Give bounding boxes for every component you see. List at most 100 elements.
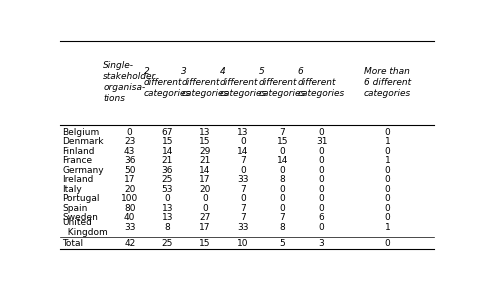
Text: Spain: Spain — [62, 204, 88, 213]
Text: 13: 13 — [161, 213, 173, 222]
Text: 29: 29 — [199, 147, 211, 156]
Text: 53: 53 — [161, 185, 173, 194]
Text: Germany: Germany — [62, 166, 104, 175]
Text: 5
different
categories: 5 different categories — [259, 67, 306, 98]
Text: 17: 17 — [199, 175, 211, 184]
Text: 0: 0 — [202, 194, 208, 203]
Text: Portugal: Portugal — [62, 194, 100, 203]
Text: 0: 0 — [385, 194, 390, 203]
Text: 25: 25 — [162, 239, 173, 248]
Text: 20: 20 — [199, 185, 211, 194]
Text: 0: 0 — [319, 223, 324, 232]
Text: 27: 27 — [199, 213, 211, 222]
Text: 0: 0 — [385, 128, 390, 137]
Text: 13: 13 — [237, 128, 249, 137]
Text: 0: 0 — [385, 213, 390, 222]
Text: 0: 0 — [240, 166, 246, 175]
Text: 25: 25 — [162, 175, 173, 184]
Text: Ireland: Ireland — [62, 175, 94, 184]
Text: 0: 0 — [164, 194, 170, 203]
Text: 40: 40 — [124, 213, 135, 222]
Text: 6
different
categories: 6 different categories — [298, 67, 345, 98]
Text: 0: 0 — [319, 175, 324, 184]
Text: 0: 0 — [319, 147, 324, 156]
Text: 13: 13 — [199, 128, 211, 137]
Text: 3
different
categories: 3 different categories — [181, 67, 228, 98]
Text: 10: 10 — [237, 239, 249, 248]
Text: 15: 15 — [199, 239, 211, 248]
Text: 15: 15 — [161, 137, 173, 146]
Text: 14: 14 — [162, 147, 173, 156]
Text: 15: 15 — [277, 137, 288, 146]
Text: 33: 33 — [237, 175, 249, 184]
Text: 0: 0 — [319, 156, 324, 165]
Text: 4
different
categories: 4 different categories — [219, 67, 267, 98]
Text: 8: 8 — [164, 223, 170, 232]
Text: 36: 36 — [161, 166, 173, 175]
Text: 7: 7 — [280, 128, 285, 137]
Text: 17: 17 — [124, 175, 135, 184]
Text: 21: 21 — [162, 156, 173, 165]
Text: 0: 0 — [280, 194, 285, 203]
Text: Total: Total — [62, 239, 83, 248]
Text: United
  Kingdom: United Kingdom — [62, 218, 108, 237]
Text: 0: 0 — [385, 147, 390, 156]
Text: 14: 14 — [199, 166, 211, 175]
Text: 0: 0 — [385, 175, 390, 184]
Text: 0: 0 — [385, 185, 390, 194]
Text: 7: 7 — [240, 185, 246, 194]
Text: 3: 3 — [319, 239, 324, 248]
Text: Single-
stakeholder
organisa-
tions: Single- stakeholder organisa- tions — [103, 61, 156, 103]
Text: 14: 14 — [277, 156, 288, 165]
Text: 0: 0 — [385, 239, 390, 248]
Text: 0: 0 — [319, 166, 324, 175]
Text: More than
6 different
categories: More than 6 different categories — [364, 67, 411, 98]
Text: 15: 15 — [199, 137, 211, 146]
Text: France: France — [62, 156, 92, 165]
Text: Belgium: Belgium — [62, 128, 99, 137]
Text: 0: 0 — [319, 204, 324, 213]
Text: Italy: Italy — [62, 185, 82, 194]
Text: 7: 7 — [280, 213, 285, 222]
Text: 0: 0 — [385, 204, 390, 213]
Text: 50: 50 — [124, 166, 135, 175]
Text: 80: 80 — [124, 204, 135, 213]
Text: 43: 43 — [124, 147, 135, 156]
Text: 0: 0 — [127, 128, 133, 137]
Text: 14: 14 — [238, 147, 249, 156]
Text: 42: 42 — [124, 239, 135, 248]
Text: 0: 0 — [240, 194, 246, 203]
Text: Denmark: Denmark — [62, 137, 104, 146]
Text: 20: 20 — [124, 185, 135, 194]
Text: 31: 31 — [316, 137, 327, 146]
Text: 17: 17 — [199, 223, 211, 232]
Text: 0: 0 — [202, 204, 208, 213]
Text: 1: 1 — [385, 137, 390, 146]
Text: 23: 23 — [124, 137, 135, 146]
Text: 0: 0 — [385, 166, 390, 175]
Text: 0: 0 — [319, 128, 324, 137]
Text: 33: 33 — [124, 223, 135, 232]
Text: 21: 21 — [199, 156, 211, 165]
Text: 7: 7 — [240, 156, 246, 165]
Text: 0: 0 — [280, 166, 285, 175]
Text: 8: 8 — [280, 223, 285, 232]
Text: 67: 67 — [161, 128, 173, 137]
Text: 5: 5 — [280, 239, 285, 248]
Text: 0: 0 — [280, 147, 285, 156]
Text: 6: 6 — [319, 213, 324, 222]
Text: 0: 0 — [319, 185, 324, 194]
Text: 100: 100 — [121, 194, 138, 203]
Text: 36: 36 — [124, 156, 135, 165]
Text: 7: 7 — [240, 204, 246, 213]
Text: 7: 7 — [240, 213, 246, 222]
Text: 1: 1 — [385, 156, 390, 165]
Text: 33: 33 — [237, 223, 249, 232]
Text: 0: 0 — [280, 185, 285, 194]
Text: 13: 13 — [161, 204, 173, 213]
Text: 1: 1 — [385, 223, 390, 232]
Text: 2
different
categories: 2 different categories — [144, 67, 191, 98]
Text: Finland: Finland — [62, 147, 94, 156]
Text: 8: 8 — [280, 175, 285, 184]
Text: 0: 0 — [240, 137, 246, 146]
